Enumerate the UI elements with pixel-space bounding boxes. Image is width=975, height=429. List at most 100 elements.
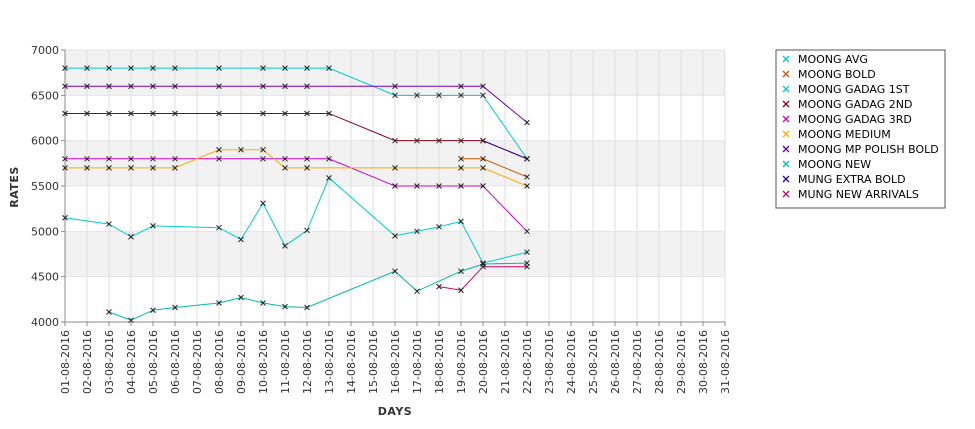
data-point [458,218,464,225]
x-tick-label: 05-08-2016 [147,330,160,394]
data-point [458,92,464,99]
data-point [282,110,288,117]
data-point [282,155,288,162]
data-point [172,110,178,117]
data-point [106,65,112,71]
data-point [282,65,288,71]
data-point [524,249,530,256]
data-point [260,83,266,90]
data-point [62,165,68,171]
data-point [260,155,266,162]
x-tick-label: 11-08-2016 [279,330,292,394]
data-point [106,309,112,315]
data-point [392,137,398,144]
data-point [414,92,420,99]
y-tick-label: 7000 [31,44,59,57]
data-point [216,224,222,231]
x-tick-label: 04-08-2016 [125,330,138,394]
data-point [326,174,332,181]
x-tick-label: 07-08-2016 [191,330,204,394]
data-point [414,137,420,144]
data-point [216,110,222,117]
legend-item: MOONG BOLD [782,68,876,81]
data-point [524,155,530,162]
legend-item: MOONG GADAG 2ND [782,98,912,111]
data-point [128,165,134,171]
data-point [304,155,310,162]
legend-box [775,49,946,209]
data-point [458,183,464,189]
data-point [304,65,310,71]
x-tick-label: 06-08-2016 [169,330,182,394]
data-point [458,287,464,294]
data-point [260,200,266,207]
data-point [304,83,310,90]
x-axis-title: DAYS [378,405,412,418]
y-tick-label: 6000 [31,135,59,148]
data-point [304,304,310,311]
y-tick-label: 6500 [31,89,59,102]
legend-label: MUNG NEW ARRIVALS [798,188,919,201]
data-point [216,65,222,71]
x-tick-label: 21-08-2016 [499,330,512,394]
data-point [392,233,398,239]
legend-label: MUNG EXTRA BOLD [798,173,906,186]
data-point [480,92,486,99]
legend-item: MOONG AVG [782,53,868,66]
data-point [260,110,266,117]
y-tick-label: 5000 [31,225,59,238]
x-tick-label: 30-08-2016 [697,330,710,394]
data-point [150,307,156,314]
data-point [150,155,156,162]
x-tick-label: 31-08-2016 [719,330,732,394]
data-point [84,110,90,117]
data-point [172,83,178,90]
data-point [172,165,178,171]
data-point [106,165,112,171]
legend-item: MOONG GADAG 3RD [782,113,912,126]
data-point [84,155,90,162]
data-point [62,83,68,90]
data-point [480,137,486,144]
series-markers [62,65,530,324]
data-point [326,110,332,117]
data-point [172,304,178,311]
legend-item: MOONG NEW [782,158,871,171]
data-point [392,268,398,275]
data-point [216,300,222,306]
data-point [392,83,398,90]
data-point [172,155,178,162]
data-point [128,233,134,240]
x-tick-label: 16-08-2016 [389,330,402,394]
data-point [480,83,486,90]
series-line-0 [64,177,528,264]
data-point [458,137,464,144]
x-tick-label: 10-08-2016 [257,330,270,394]
data-point [62,214,68,221]
legend-label: MOONG GADAG 3RD [798,113,912,126]
data-point [172,65,178,71]
data-point [150,65,156,71]
axes [61,49,726,326]
data-point [282,83,288,90]
data-point [392,92,398,99]
x-tick-label: 12-08-2016 [301,330,314,394]
y-tick-label: 4000 [31,316,59,329]
x-tick-label: 22-08-2016 [521,330,534,394]
data-point [238,294,244,301]
data-point [414,288,420,295]
data-point [414,183,420,189]
x-tick-label: 18-08-2016 [433,330,446,394]
data-point [458,268,464,275]
x-tick-label: 20-08-2016 [477,330,490,394]
legend-label: MOONG MP POLISH BOLD [798,143,939,156]
data-point [436,223,442,230]
data-point [282,242,288,249]
data-point [106,110,112,117]
x-tick-label: 17-08-2016 [411,330,424,394]
data-point [436,183,442,189]
data-point [84,65,90,71]
data-point [150,223,156,229]
data-point [216,155,222,162]
